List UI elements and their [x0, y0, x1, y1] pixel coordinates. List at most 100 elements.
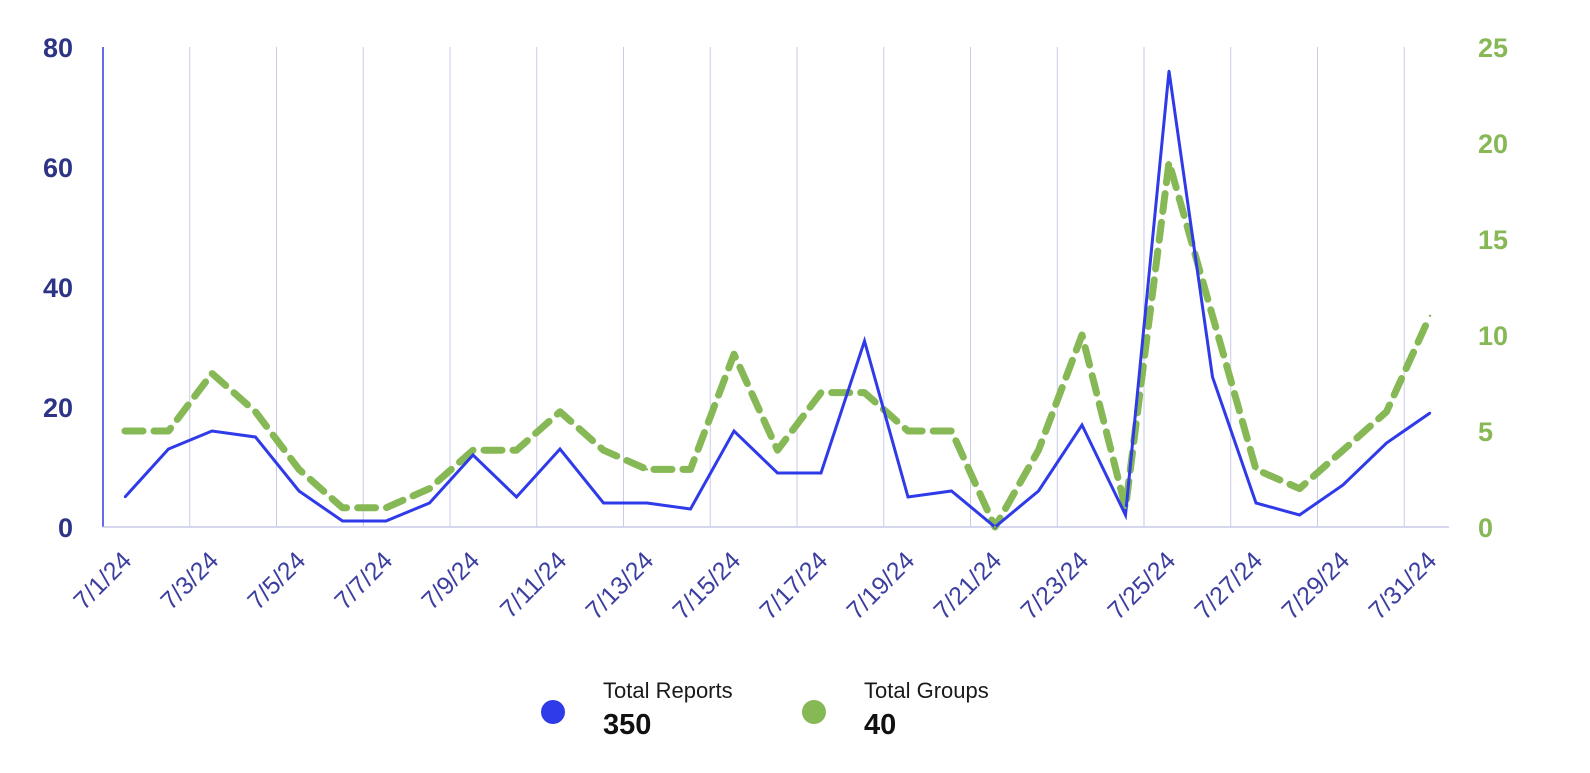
point-total-reports: [950, 489, 953, 493]
legend-value: 350: [603, 709, 652, 741]
point-total-groups: [776, 449, 779, 452]
point-total-groups: [341, 506, 344, 509]
right-axis-ticks: 0 5 10 15 20 25: [1478, 33, 1508, 543]
reports-marker-icon: [541, 700, 565, 724]
x-tick-label: 7/13/24: [580, 546, 659, 625]
left-tick-label: 60: [43, 153, 73, 183]
point-total-reports: [732, 429, 736, 433]
point-total-groups: [384, 506, 388, 509]
x-tick-label: 7/5/24: [242, 546, 311, 615]
point-total-reports: [1124, 513, 1127, 517]
point-total-reports: [1298, 513, 1301, 517]
point-total-groups: [167, 429, 170, 433]
point-total-reports: [558, 447, 562, 451]
point-total-groups: [906, 429, 910, 433]
point-total-groups: [123, 429, 127, 433]
x-tick-label: 7/25/24: [1102, 546, 1181, 625]
right-tick-label: 10: [1478, 321, 1508, 351]
x-tick-label: 7/1/24: [68, 546, 137, 615]
point-total-groups: [515, 449, 518, 452]
point-total-reports: [297, 489, 301, 493]
point-total-groups: [558, 410, 562, 413]
point-total-reports: [384, 519, 388, 523]
series-line-total-reports: [123, 70, 1431, 529]
point-total-reports: [1254, 501, 1258, 505]
legend-item-reports: Total Reports 350: [541, 676, 733, 744]
x-tick-label: 7/31/24: [1363, 546, 1442, 625]
point-total-reports: [1167, 69, 1171, 73]
x-tick-label: 7/23/24: [1015, 546, 1094, 625]
point-total-groups: [1298, 487, 1301, 490]
point-total-reports: [471, 453, 475, 457]
x-tick-label: 7/9/24: [416, 546, 485, 615]
x-tick-label: 7/19/24: [841, 546, 920, 625]
left-tick-label: 80: [43, 33, 73, 63]
x-tick-label: 7/17/24: [754, 546, 833, 625]
left-tick-label: 40: [43, 273, 73, 303]
x-tick-label: 7/3/24: [155, 546, 224, 615]
point-total-reports: [167, 447, 170, 451]
series-lines: [121, 69, 1434, 531]
point-total-groups: [819, 391, 823, 394]
point-total-groups: [1167, 161, 1171, 164]
point-total-reports: [210, 429, 214, 433]
point-total-reports: [428, 501, 431, 505]
point-total-reports: [1428, 411, 1432, 415]
right-tick-label: 25: [1478, 33, 1508, 63]
point-total-groups: [993, 525, 997, 529]
point-total-reports: [863, 339, 866, 343]
point-total-groups: [428, 487, 431, 490]
point-total-groups: [471, 449, 475, 452]
point-total-reports: [689, 507, 692, 511]
point-total-groups: [1428, 314, 1432, 317]
left-tick-label: 0: [58, 513, 73, 543]
point-total-groups: [863, 391, 866, 394]
x-tick-label: 7/27/24: [1189, 546, 1268, 625]
right-tick-label: 15: [1478, 225, 1508, 255]
point-total-groups: [1080, 333, 1084, 337]
point-total-groups: [689, 468, 692, 471]
point-total-groups: [1037, 449, 1040, 452]
point-total-reports: [1341, 483, 1345, 487]
point-total-groups: [210, 372, 214, 375]
left-tick-label: 20: [43, 393, 73, 423]
point-total-groups: [1341, 449, 1345, 452]
groups-marker-icon: [802, 700, 826, 724]
point-total-reports: [1385, 441, 1388, 445]
point-total-groups: [1211, 314, 1214, 317]
point-total-reports: [1037, 489, 1040, 493]
legend-item-groups: Total Groups 40: [802, 676, 989, 744]
point-total-reports: [776, 471, 779, 475]
axes: [102, 47, 1449, 528]
point-total-groups: [297, 468, 301, 471]
point-total-reports: [906, 495, 910, 499]
x-tick-label: 7/29/24: [1276, 546, 1355, 625]
point-total-reports: [819, 471, 823, 475]
point-total-reports: [602, 501, 605, 505]
x-axis-ticks: 7/1/24 7/3/24 7/5/24 7/7/24 7/9/24 7/11/24 7/1…: [68, 546, 1442, 625]
left-axis-ticks: 0 20 40 60 80: [43, 33, 73, 543]
point-total-groups: [602, 449, 605, 452]
point-total-reports: [515, 495, 518, 499]
point-total-reports: [254, 435, 257, 439]
point-total-groups: [950, 429, 953, 433]
point-total-groups: [645, 468, 649, 471]
point-total-reports: [645, 501, 649, 505]
legend-label: Total Groups: [864, 678, 989, 703]
right-tick-label: 20: [1478, 129, 1508, 159]
point-total-reports: [123, 495, 127, 499]
legend-value: 40: [864, 709, 897, 741]
point-total-groups: [732, 353, 736, 356]
point-total-reports: [341, 519, 344, 523]
point-total-reports: [1211, 375, 1214, 379]
point-total-groups: [1385, 410, 1388, 413]
x-tick-label: 7/7/24: [329, 546, 398, 615]
point-total-groups: [1254, 468, 1258, 471]
x-tick-label: 7/11/24: [495, 546, 573, 624]
right-tick-label: 0: [1478, 513, 1493, 543]
point-total-reports: [1080, 423, 1084, 427]
point-total-groups: [254, 410, 257, 413]
x-tick-label: 7/21/24: [928, 546, 1007, 625]
x-tick-label: 7/15/24: [667, 546, 746, 625]
